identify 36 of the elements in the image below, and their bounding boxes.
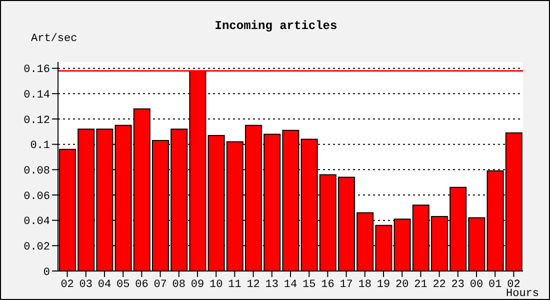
y-tick-label: 0.06 xyxy=(24,190,50,203)
x-tick-label: 16 xyxy=(321,278,334,291)
x-tick-label: 12 xyxy=(246,278,260,291)
x-axis-title: Hours xyxy=(506,288,540,300)
x-tick-label: 03 xyxy=(79,278,92,291)
x-tick-label: 20 xyxy=(396,278,409,291)
y-axis-title: Art/sec xyxy=(31,33,78,45)
chart-title: Incoming articles xyxy=(214,19,338,33)
x-tick-label: 22 xyxy=(432,278,446,291)
x-tick-label: 19 xyxy=(376,278,390,291)
x-tick-label: 06 xyxy=(135,278,148,291)
x-tick-label: 15 xyxy=(302,278,316,291)
x-tick-label: 14 xyxy=(284,278,298,291)
x-tick-label: 04 xyxy=(98,278,112,291)
y-tick-label: 0 xyxy=(43,266,50,279)
x-tick-label: 08 xyxy=(172,278,186,291)
x-tick-label: 02 xyxy=(60,278,74,291)
y-tick-label: 0.12 xyxy=(24,114,50,127)
x-tick-label: 13 xyxy=(265,278,278,291)
x-tick-label: 11 xyxy=(228,278,242,291)
x-tick-label: 18 xyxy=(358,278,372,291)
x-tick-label: 09 xyxy=(190,278,204,291)
x-tick-label: 07 xyxy=(154,278,167,291)
x-tick-label: 00 xyxy=(470,278,484,291)
y-tick-label: 0.1 xyxy=(30,140,50,152)
y-tick-label: 0.02 xyxy=(24,242,50,254)
x-tick-label: 10 xyxy=(210,278,223,291)
y-tick-label: 0.04 xyxy=(24,216,50,228)
y-tick-label: 0.16 xyxy=(24,64,50,76)
x-tick-label: 23 xyxy=(451,278,464,291)
x-tick-label: 01 xyxy=(488,278,502,291)
x-tick-label: 17 xyxy=(340,278,353,291)
y-tick-label: 0.08 xyxy=(24,166,50,178)
x-tick-label: 05 xyxy=(116,278,130,291)
y-tick-label: 0.14 xyxy=(24,90,50,102)
x-tick-label: 21 xyxy=(414,278,428,291)
